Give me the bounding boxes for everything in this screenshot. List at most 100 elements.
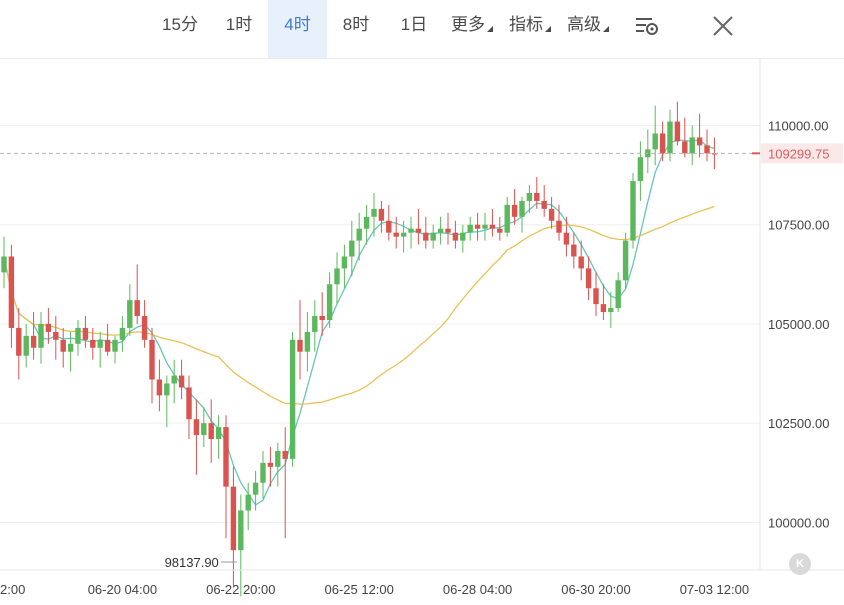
candle-body bbox=[297, 339, 303, 352]
low-price-label: 98137.90 bbox=[165, 555, 219, 570]
x-tick-label: 06-30 20:00 bbox=[561, 582, 630, 597]
candle-body bbox=[519, 200, 525, 217]
candle-body bbox=[186, 387, 192, 420]
candle-body bbox=[275, 450, 281, 467]
tab-label: 1时 bbox=[225, 15, 253, 34]
candle-body bbox=[482, 224, 488, 229]
tab-15min[interactable]: 15分 bbox=[150, 0, 210, 58]
candle-body bbox=[60, 339, 66, 352]
candle-body bbox=[711, 153, 718, 155]
tab-label: 高级 bbox=[567, 15, 601, 34]
candle-body bbox=[156, 379, 163, 396]
candle-body bbox=[378, 208, 385, 221]
candle-body bbox=[497, 228, 503, 233]
dropdown-caret-icon bbox=[545, 26, 551, 32]
tab-4h[interactable]: 4时 bbox=[268, 0, 327, 58]
candle-body bbox=[556, 220, 562, 233]
chart-settings-icon[interactable] bbox=[634, 14, 660, 38]
candle-body bbox=[467, 224, 473, 233]
candle-body bbox=[548, 208, 555, 221]
y-tick-label: 105000.00 bbox=[768, 317, 829, 332]
candle-body bbox=[230, 486, 237, 551]
candle-body bbox=[408, 228, 414, 233]
candle-body bbox=[349, 240, 355, 257]
candle-body bbox=[1, 256, 7, 273]
candlestick-chart[interactable]: 110000.00 107500.00 105000.00 102500.00 1000… bbox=[0, 58, 844, 605]
candle-body bbox=[326, 284, 333, 320]
candle-body bbox=[112, 339, 118, 352]
candle-body bbox=[319, 316, 325, 320]
x-tick-label: 06-20 04:00 bbox=[88, 582, 157, 597]
candle-body bbox=[90, 339, 96, 348]
candle-body bbox=[16, 327, 22, 356]
candle-body bbox=[245, 494, 251, 511]
x-tick-label: 07-03 12:00 bbox=[680, 582, 749, 597]
axes: 110000.00 107500.00 105000.00 102500.00 1000… bbox=[0, 58, 844, 597]
candle-body bbox=[630, 181, 636, 241]
candle-body bbox=[312, 316, 318, 332]
candle-body bbox=[30, 335, 37, 348]
candle-body bbox=[252, 482, 259, 495]
candle-body bbox=[578, 256, 584, 269]
tab-8h[interactable]: 8时 bbox=[327, 0, 385, 58]
tab-1d[interactable]: 1日 bbox=[385, 0, 443, 58]
tab-more-dropdown[interactable]: 更多 bbox=[443, 0, 501, 58]
candle-body bbox=[386, 220, 392, 233]
candle-body bbox=[119, 327, 126, 340]
candle-body bbox=[674, 121, 681, 142]
dropdown-caret-icon bbox=[603, 26, 609, 32]
candle-body bbox=[178, 375, 185, 388]
tab-label: 15分 bbox=[162, 15, 198, 34]
current-price-label: 109299.75 bbox=[768, 146, 829, 161]
tab-label: 更多 bbox=[451, 15, 485, 34]
candle-body bbox=[127, 300, 133, 328]
x-tick-label: 06-28 04:00 bbox=[443, 582, 512, 597]
candle-body bbox=[215, 427, 222, 440]
candle-body bbox=[164, 383, 170, 396]
candle-body bbox=[415, 228, 422, 233]
candle-body bbox=[356, 228, 362, 241]
candle-body bbox=[8, 256, 15, 328]
candle-body bbox=[97, 339, 103, 348]
tab-indicators-dropdown[interactable]: 指标 bbox=[501, 0, 559, 58]
candle-body bbox=[474, 224, 481, 229]
candle-body bbox=[267, 462, 274, 467]
tab-advanced-dropdown[interactable]: 高级 bbox=[559, 0, 617, 58]
y-tick-label: 100000.00 bbox=[768, 515, 829, 530]
toolbar-divider bbox=[0, 58, 844, 59]
candle-body bbox=[460, 232, 466, 241]
kline-badge-icon[interactable]: K bbox=[789, 553, 811, 575]
candle-body bbox=[423, 232, 429, 241]
candle-body bbox=[526, 192, 533, 201]
candle-body bbox=[659, 133, 666, 154]
candle-body bbox=[363, 216, 370, 229]
close-icon[interactable] bbox=[710, 14, 736, 38]
tab-label: 4时 bbox=[284, 15, 311, 34]
candle-body bbox=[689, 137, 695, 154]
candle-body bbox=[341, 256, 348, 269]
candle-body bbox=[53, 331, 59, 340]
candle-body bbox=[437, 228, 444, 233]
candle-body bbox=[75, 327, 81, 344]
candle-body bbox=[223, 427, 229, 487]
candle-body bbox=[238, 510, 244, 551]
candle-body bbox=[489, 224, 496, 229]
candle-body bbox=[430, 232, 436, 241]
tab-1h[interactable]: 1时 bbox=[210, 0, 268, 58]
moving-average-lines bbox=[3, 139, 715, 506]
tab-label: 1日 bbox=[400, 15, 428, 34]
timeframe-toolbar: 15分 1时 4时 8时 1日 更多 指标 高级 bbox=[0, 0, 844, 58]
candle-body bbox=[304, 331, 311, 352]
candle-body bbox=[704, 145, 710, 154]
candle-body bbox=[637, 157, 644, 182]
candle-body bbox=[593, 288, 599, 305]
candle-body bbox=[393, 232, 399, 237]
candle-body bbox=[193, 419, 200, 436]
dropdown-caret-icon bbox=[487, 26, 493, 32]
candle-body bbox=[260, 462, 266, 483]
x-tick-label: 2:00 bbox=[0, 582, 25, 597]
current-price-tag bbox=[761, 143, 843, 164]
candle-body bbox=[67, 343, 74, 352]
y-tick-label: 107500.00 bbox=[768, 218, 829, 233]
candle-body bbox=[600, 304, 607, 313]
